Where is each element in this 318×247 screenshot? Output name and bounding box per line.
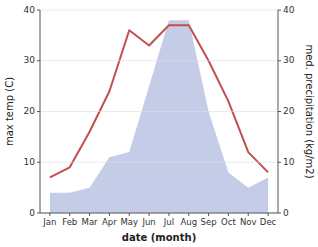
x-tick (69, 213, 70, 216)
x-tick (168, 213, 169, 216)
plot-area (50, 20, 268, 213)
grid-line (40, 111, 278, 112)
y-tick-label: 40 (24, 5, 36, 15)
y-tick-label: 0 (29, 208, 35, 218)
y2-tick-label: 30 (283, 55, 295, 65)
y-tick-label: 30 (24, 55, 36, 65)
x-tick-label: Dec (260, 217, 277, 227)
y-tick-label: 20 (24, 106, 36, 116)
y2-tick (278, 60, 281, 61)
y2-tick-label: 40 (283, 5, 295, 15)
y2-tick-label: 20 (283, 106, 295, 116)
grid-line (40, 162, 278, 163)
x-tick (49, 213, 50, 216)
y2-axis-label: med. precipitation (kg/m2) (304, 44, 315, 178)
y2-tick (278, 10, 281, 11)
y2-tick-label: 10 (283, 157, 295, 167)
chart-container: 0 10 20 30 40 0 10 20 30 40 Jan Feb MarAprMayJun Jul A… (0, 0, 318, 247)
grid-line (40, 213, 278, 214)
x-tick (268, 213, 269, 216)
x-tick-label: Jul (163, 217, 174, 227)
x-tick (89, 213, 90, 216)
x-tick (109, 213, 110, 216)
grid-line (40, 10, 278, 11)
x-tick (149, 213, 150, 216)
x-tick (228, 213, 229, 216)
y-tick (37, 162, 40, 163)
x-tick (188, 213, 189, 216)
x-tick (129, 213, 130, 216)
x-tick-label: Sep (201, 217, 217, 227)
y2-tick (278, 162, 281, 163)
y-tick-label: 10 (24, 157, 36, 167)
y2-tick (278, 111, 281, 112)
x-tick-label: Aug (180, 217, 197, 227)
x-tick (208, 213, 209, 216)
y-tick (37, 213, 40, 214)
y-axis-label: max temp (C) (4, 77, 15, 146)
x-tick-label: Jun (141, 217, 155, 227)
x-tick-label: Mar (82, 217, 99, 227)
y-tick (37, 60, 40, 61)
y2-tick (278, 213, 281, 214)
y-tick (37, 10, 40, 11)
x-axis-label: date (month) (122, 232, 196, 243)
precipitation-area (50, 20, 268, 213)
x-tick-label: Jan (42, 217, 56, 227)
x-tick-label: Apr (102, 217, 117, 227)
x-tick (248, 213, 249, 216)
temperature-line (50, 25, 268, 177)
x-axis-line (40, 213, 278, 214)
grid-line (40, 60, 278, 61)
y-tick (37, 111, 40, 112)
x-tick-label: May (120, 217, 138, 227)
x-tick-label: Oct (221, 217, 236, 227)
x-tick-label: Feb (62, 217, 77, 227)
y2-tick-label: 0 (283, 208, 289, 218)
x-tick-label: Nov (240, 217, 257, 227)
chart: 0 10 20 30 40 0 10 20 30 40 Jan Feb MarAprMayJun Jul A… (0, 0, 318, 247)
